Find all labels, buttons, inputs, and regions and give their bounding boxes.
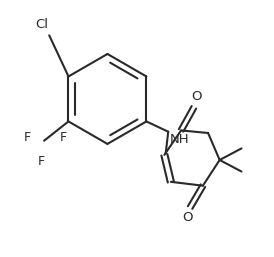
Text: O: O [191,90,202,104]
Text: O: O [182,211,193,224]
Text: F: F [24,131,31,144]
Text: NH: NH [170,133,189,146]
Text: Cl: Cl [35,18,48,31]
Text: F: F [38,155,45,168]
Text: F: F [60,131,67,144]
